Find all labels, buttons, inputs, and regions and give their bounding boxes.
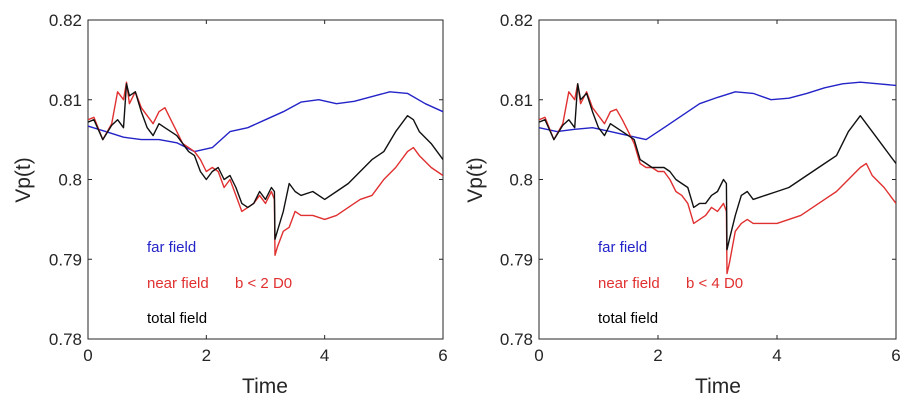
annotation-total-field-left: total field [147, 310, 207, 327]
y-tick-label: 0.82 [500, 11, 533, 30]
annotation-total-field-right: total field [598, 310, 658, 327]
annotation-near-field-left: near field [147, 275, 209, 292]
x-tick-label: 2 [202, 346, 211, 365]
y-axis-label-right: Vp(t) [464, 157, 487, 203]
x-axis-label-right: Time [695, 375, 741, 398]
y-tick-label: 0.78 [500, 330, 533, 349]
x-tick-label: 4 [320, 346, 329, 365]
y-tick-label: 0.81 [500, 91, 533, 110]
lines-left [88, 81, 443, 257]
ticks-left: 0 2 4 6 0.78 0.79 0.8 0.81 0.82 [49, 11, 448, 365]
annotation-far-field-right: far field [598, 239, 647, 256]
y-tick-label: 0.8 [58, 171, 82, 190]
series-line-far-field-left [88, 91, 443, 153]
x-tick-label: 6 [438, 346, 447, 365]
chart-left: 0 2 4 6 0.78 0.79 0.8 0.81 0.82 Vp(t) Time far f… [12, 11, 448, 398]
x-tick-label: 6 [891, 346, 900, 365]
y-tick-label: 0.81 [49, 91, 82, 110]
series-line-total-field-left [88, 83, 443, 241]
x-tick-label: 4 [772, 346, 781, 365]
ticks-right: 0 2 4 6 0.78 0.79 0.8 0.81 0.82 [500, 11, 901, 365]
y-tick-label: 0.79 [49, 250, 82, 269]
series-line-far-field-right [539, 81, 896, 141]
y-tick-label: 0.82 [49, 11, 82, 30]
x-axis-label-left: Time [242, 375, 288, 398]
annotation-b-condition-left: b < 2 D0 [235, 275, 292, 292]
y-tick-label: 0.79 [500, 250, 533, 269]
y-tick-label: 0.78 [49, 330, 82, 349]
x-tick-label: 0 [534, 346, 543, 365]
plot-area-right [538, 19, 897, 340]
y-axis-label-left: Vp(t) [12, 157, 35, 203]
x-tick-label: 2 [653, 346, 662, 365]
annotation-near-field-right: near field [598, 275, 660, 292]
series-line-near-field-right [539, 83, 896, 275]
y-tick-label: 0.8 [509, 171, 533, 190]
chart-right: 0 2 4 6 0.78 0.79 0.8 0.81 0.82 Vp(t) Time far f… [464, 11, 901, 398]
annotation-far-field-left: far field [147, 239, 196, 256]
series-line-total-field-right [539, 83, 896, 251]
x-tick-label: 0 [83, 346, 92, 365]
annotation-b-condition-right: b < 4 D0 [686, 275, 743, 292]
lines-right [539, 81, 896, 275]
